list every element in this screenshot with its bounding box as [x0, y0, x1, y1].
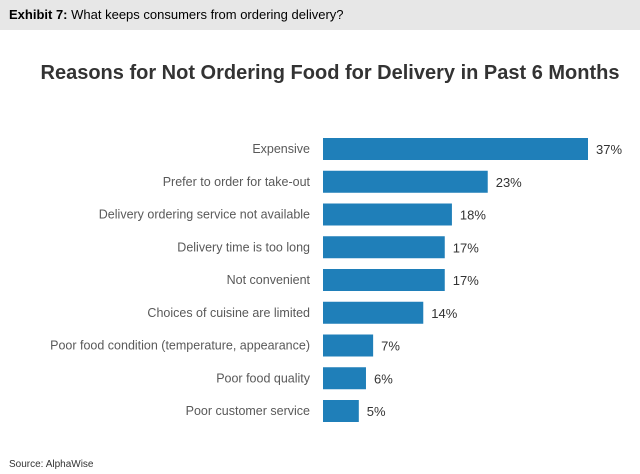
bar: [323, 301, 424, 324]
category-label: Delivery ordering service not available: [99, 208, 310, 222]
exhibit-heading: Exhibit 7: What keeps consumers from ord…: [9, 7, 344, 22]
value-label: 5%: [367, 404, 386, 419]
bar: [323, 334, 374, 357]
category-label: Expensive: [252, 142, 310, 156]
bar: [323, 269, 445, 291]
bar: [323, 138, 588, 160]
category-label: Poor food quality: [216, 371, 311, 385]
value-label: 6%: [374, 371, 393, 386]
category-label: Poor food condition (temperature, appear…: [50, 339, 310, 353]
category-label: Not convenient: [227, 273, 311, 287]
exhibit-header: Exhibit 7: What keeps consumers from ord…: [0, 0, 640, 30]
category-label: Poor customer service: [186, 404, 310, 418]
value-label: 17%: [453, 240, 479, 255]
chart-title: Reasons for Not Ordering Food for Delive…: [40, 62, 620, 84]
value-label: 23%: [496, 175, 522, 190]
source-note: Source: AlphaWise: [9, 459, 94, 470]
bar: [323, 203, 452, 226]
category-label: Delivery time is too long: [177, 240, 310, 254]
bar: [323, 367, 366, 390]
category-label: Choices of cuisine are limited: [147, 306, 310, 320]
value-label: 17%: [453, 273, 479, 288]
value-label: 14%: [431, 306, 457, 321]
category-label: Prefer to order for take-out: [163, 175, 311, 189]
bar: [323, 236, 445, 259]
exhibit-caption: What keeps consumers from ordering deliv…: [71, 7, 344, 22]
value-label: 18%: [460, 208, 486, 223]
value-label: 7%: [381, 339, 400, 354]
value-label: 37%: [596, 142, 622, 157]
bar: [323, 170, 488, 193]
bar: [323, 400, 359, 422]
exhibit-label: Exhibit 7:: [9, 7, 68, 22]
